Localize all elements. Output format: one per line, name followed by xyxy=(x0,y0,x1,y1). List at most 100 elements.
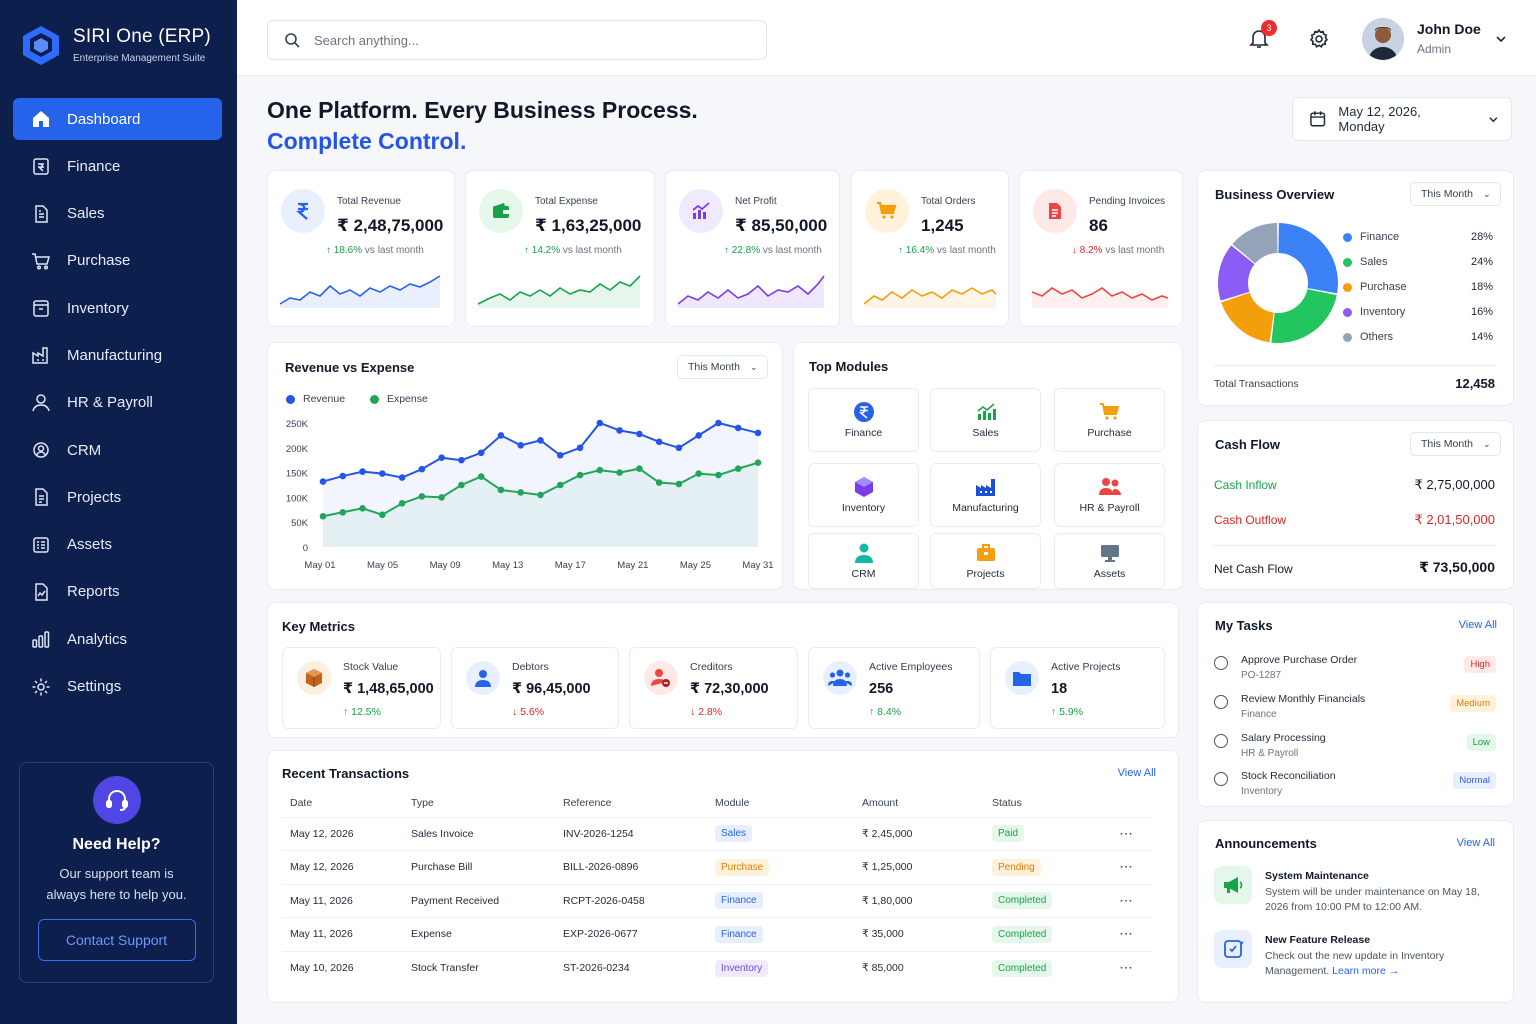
contact-support-button[interactable]: Contact Support xyxy=(37,919,196,961)
sidebar-item-finance[interactable]: Finance xyxy=(13,145,222,187)
help-text: Our support team is always here to help … xyxy=(46,866,187,902)
sidebar-item-projects[interactable]: Projects xyxy=(13,476,222,518)
sidebar-item-analytics[interactable]: Analytics xyxy=(13,618,222,660)
task-item[interactable]: Salary Processing HR & Payroll Low xyxy=(1214,732,1496,768)
search-input[interactable]: Search anything... xyxy=(267,20,767,60)
data-point xyxy=(418,493,426,500)
sidebar-item-settings[interactable]: Settings xyxy=(13,666,222,708)
module-manufacturing[interactable]: Manufacturing xyxy=(930,463,1041,527)
task-title: Review Monthly Financials xyxy=(1241,693,1366,705)
transactions-title: Recent Transactions xyxy=(282,766,410,781)
metric-change-value: 8.4% xyxy=(877,706,902,718)
module-projects[interactable]: Projects xyxy=(930,533,1041,589)
kpi-change-value: 8.2% xyxy=(1079,245,1103,256)
headline-line-2: Complete Control. xyxy=(267,128,467,154)
priority-badge: Low xyxy=(1466,734,1496,751)
finance-icon xyxy=(33,158,49,176)
module-assets[interactable]: Assets xyxy=(1054,533,1165,589)
priority-badge: High xyxy=(1464,656,1496,673)
metric-label: Creditors xyxy=(690,661,733,673)
settings-button[interactable] xyxy=(1308,28,1330,55)
data-point xyxy=(517,442,525,449)
kpi-card-total-revenue[interactable]: Total Revenue ₹ 2,48,75,000 ↑ 18.6% vs l… xyxy=(267,170,455,327)
sidebar-item-label: Sales xyxy=(67,205,105,223)
task-subtitle: Inventory xyxy=(1241,786,1283,797)
sales-icon xyxy=(35,204,48,223)
priority-badge: Medium xyxy=(1450,695,1496,712)
metric-active-employees[interactable]: Active Employees 256 ↑ 8.4% xyxy=(808,647,980,729)
avatar[interactable] xyxy=(1362,18,1404,60)
sidebar-item-crm[interactable]: CRM xyxy=(13,429,222,471)
sidebar-item-hr-payroll[interactable]: HR & Payroll xyxy=(13,382,222,424)
segment-pct: 18% xyxy=(1470,281,1493,293)
arrow-up-icon: ↑ xyxy=(724,245,732,256)
period-dropdown[interactable]: This Month ⌄ xyxy=(1410,432,1502,456)
sidebar-item-sales[interactable]: Sales xyxy=(13,193,222,235)
sidebar-item-label: Manufacturing xyxy=(67,346,163,364)
kpi-card-total-orders[interactable]: Total Orders 1,245 ↑ 16.4% vs last month xyxy=(851,170,1009,327)
table-row[interactable]: May 11, 2026 Expense EXP-2026-0677 Finan… xyxy=(282,917,1152,951)
task-checkbox[interactable] xyxy=(1214,734,1228,748)
module-crm[interactable]: CRM xyxy=(808,533,919,589)
sidebar-item-dashboard[interactable]: Dashboard xyxy=(13,98,222,140)
period-dropdown[interactable]: This Month ⌄ xyxy=(1410,182,1502,206)
table-row[interactable]: May 12, 2026 Sales Invoice INV-2026-1254… xyxy=(282,816,1152,851)
data-point xyxy=(616,427,623,434)
top-modules-title: Top Modules xyxy=(809,359,889,374)
kpi-change: ↑ 14.2% vs last month xyxy=(524,245,622,256)
tasks-view-all-link[interactable]: View All xyxy=(1458,619,1497,631)
more-icon[interactable]: ··· xyxy=(1112,917,1152,951)
cell-amount: ₹ 1,80,000 xyxy=(854,883,984,918)
sidebar-item-reports[interactable]: Reports xyxy=(13,571,222,613)
more-icon[interactable]: ··· xyxy=(1112,816,1152,851)
learn-more-link[interactable]: Learn more → xyxy=(1332,965,1400,977)
notifications-button[interactable]: 3 xyxy=(1247,20,1277,55)
task-checkbox[interactable] xyxy=(1214,656,1228,670)
more-icon[interactable]: ··· xyxy=(1112,883,1152,918)
app-tagline: Enterprise Management Suite xyxy=(73,53,206,64)
sidebar-item-inventory[interactable]: Inventory xyxy=(13,287,222,329)
more-icon[interactable]: ··· xyxy=(1112,850,1152,884)
brand[interactable]: SIRI One (ERP) Enterprise Management Sui… xyxy=(20,24,211,66)
column-header-amount: Amount xyxy=(862,796,899,809)
module-finance[interactable]: Finance xyxy=(808,388,919,452)
announcements-view-all-link[interactable]: View All xyxy=(1456,837,1495,849)
data-point xyxy=(517,489,525,496)
kpi-card-net-profit[interactable]: Net Profit ₹ 85,50,000 ↑ 22.8% vs last m… xyxy=(665,170,840,327)
table-row[interactable]: May 11, 2026 Payment Received RCPT-2026-… xyxy=(282,883,1152,918)
transactions-view-all-link[interactable]: View All xyxy=(1117,767,1156,779)
cell-type: Payment Received xyxy=(403,883,555,918)
metric-creditors[interactable]: Creditors ₹ 72,30,000 ↓ 2.8% xyxy=(629,647,798,729)
more-icon[interactable]: ··· xyxy=(1112,950,1152,985)
date-picker[interactable]: May 12, 2026, Monday xyxy=(1292,97,1512,141)
module-inventory[interactable]: Inventory xyxy=(808,463,919,527)
kpi-change-value: 16.4% xyxy=(905,245,935,256)
sidebar-item-manufacturing[interactable]: Manufacturing xyxy=(13,334,222,376)
gear-icon xyxy=(32,678,50,696)
cell-reference: BILL-2026-0896 xyxy=(555,850,707,884)
module-sales[interactable]: Sales xyxy=(930,388,1041,452)
module-hr-payroll[interactable]: HR & Payroll xyxy=(1054,463,1165,527)
sidebar-item-purchase[interactable]: Purchase xyxy=(13,240,222,282)
module-purchase[interactable]: Purchase xyxy=(1054,388,1165,452)
metric-debtors[interactable]: Debtors ₹ 96,45,000 ↓ 5.6% xyxy=(451,647,619,729)
kpi-card-total-expense[interactable]: Total Expense ₹ 1,63,25,000 ↑ 14.2% vs l… xyxy=(465,170,655,327)
task-item[interactable]: Stock Reconciliation Inventory Normal xyxy=(1214,770,1496,806)
task-checkbox[interactable] xyxy=(1214,772,1228,786)
table-row[interactable]: May 10, 2026 Stock Transfer ST-2026-0234… xyxy=(282,950,1152,985)
period-dropdown[interactable]: This Month ⌄ xyxy=(677,355,769,379)
cell-date: May 10, 2026 xyxy=(282,950,403,985)
cell-reference: ST-2026-0234 xyxy=(555,950,707,985)
sidebar-item-assets[interactable]: Assets xyxy=(13,524,222,566)
metric-active-projects[interactable]: Active Projects 18 ↑ 5.9% xyxy=(990,647,1165,729)
kpi-value: ₹ 85,50,000 xyxy=(735,216,828,235)
donut-slice-inventory xyxy=(1218,245,1255,301)
metric-stock-value[interactable]: Stock Value ₹ 1,48,65,000 ↑ 12.5% xyxy=(282,647,441,729)
task-item[interactable]: Approve Purchase Order PO-1287 High xyxy=(1214,654,1496,690)
table-row[interactable]: May 12, 2026 Purchase Bill BILL-2026-089… xyxy=(282,850,1152,884)
chevron-down-icon[interactable] xyxy=(1495,33,1507,45)
x-tick-label: May 05 xyxy=(367,560,398,571)
task-item[interactable]: Review Monthly Financials Finance Medium xyxy=(1214,693,1496,729)
kpi-card-pending-invoices[interactable]: Pending Invoices 86 ↓ 8.2% vs last month xyxy=(1019,170,1183,327)
task-checkbox[interactable] xyxy=(1214,695,1228,709)
